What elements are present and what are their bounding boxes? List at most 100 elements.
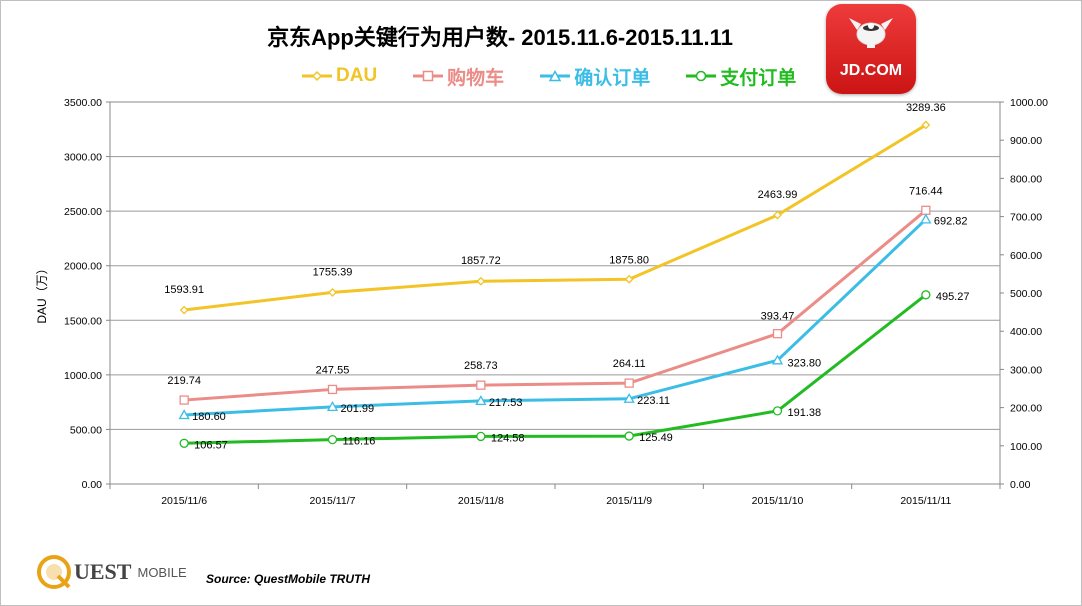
x-tick-label: 2015/11/10 [752,495,804,507]
series-line-3 [184,293,927,445]
questmobile-brand-sub: MOBILE [137,564,187,580]
data-point [326,401,339,411]
data-point [476,431,486,442]
legend-swatch-pay-order [686,70,717,82]
y2-tick-label: 700.00 [1010,212,1042,224]
data-label: 191.38 [788,407,822,419]
y2-tick-label: 900.00 [1010,135,1042,147]
series-line-0 [183,123,927,312]
data-label: 125.49 [639,432,673,444]
jd-dog-icon [849,18,893,48]
x-tick-label: 2015/11/11 [900,495,951,507]
data-point [179,438,189,448]
legend-swatch-cart [413,70,444,82]
x-tick-label: 2015/11/7 [310,495,356,507]
jd-logo-text: JD.COM [839,62,903,79]
y-tick-label: 500.00 [70,424,102,436]
y-tick-label: 1500.00 [64,315,102,327]
source-note: Source: QuestMobile TRUTH [206,572,371,586]
data-point [476,276,486,286]
data-label: 258.73 [464,360,498,372]
y-tick-label: 3000.00 [64,152,102,164]
data-label: 1755.39 [313,266,353,278]
y2-tick-label: 400.00 [1010,326,1042,338]
data-label: 1593.91 [164,284,204,296]
data-label: 495.27 [936,291,970,303]
data-point [624,378,634,388]
y2-tick-label: 0.00 [1010,479,1031,491]
legend-swatch-dau [302,70,332,82]
data-point [921,120,931,130]
y2-tick-label: 100.00 [1010,441,1042,453]
legend-label-confirm-order: 确认订单 [574,67,651,89]
questmobile-brand: UEST [74,559,132,584]
y-tick-label: 1000.00 [64,370,102,382]
data-label: 2463.99 [758,189,798,201]
data-point [476,380,486,390]
x-tick-label: 2015/11/6 [161,495,207,507]
jd-logo: JD.COM [826,4,916,94]
data-label: 247.55 [316,364,350,376]
y-tick-label: 0.00 [82,479,103,491]
data-label: 201.99 [341,403,375,415]
data-label: 692.82 [934,215,968,227]
legend-item-cart: 购物车 [411,63,504,90]
data-label: 124.58 [491,432,525,444]
data-label: 116.16 [343,436,376,448]
y-tick-label: 3500.00 [64,97,102,109]
data-label: 323.80 [788,357,822,369]
data-point [475,395,487,406]
data-point [773,210,782,220]
legend-swatch-confirm-order [540,69,571,82]
legend-item-confirm-order: 确认订单 [538,63,650,90]
y2-tick-label: 1000.00 [1010,97,1048,109]
data-point [772,406,783,416]
data-point [921,205,931,215]
data-label: 393.47 [761,311,795,323]
legend-item-pay-order: 支付订单 [684,63,796,90]
data-point [328,287,337,297]
data-label: 106.57 [194,439,228,451]
data-point [327,384,338,395]
y-tick-label: 2500.00 [64,206,102,218]
y-tick-label: 2000.00 [64,261,102,273]
data-label: 223.11 [637,395,670,407]
data-point [179,395,189,405]
data-label: 3289.36 [906,102,946,114]
data-point [623,392,635,403]
legend-label-pay-order: 支付订单 [720,67,797,89]
y2-tick-label: 300.00 [1010,364,1042,376]
y2-tick-label: 600.00 [1010,250,1042,262]
data-label: 217.53 [489,397,523,409]
data-label: 1875.80 [609,254,649,266]
data-point [178,409,190,420]
data-point [772,329,783,339]
chart-legend: DAU 购物车 确认订单 支付订单 [300,62,796,90]
y2-tick-label: 800.00 [1010,173,1042,185]
x-tick-label: 2015/11/9 [606,495,652,507]
chart-title: 京东App关键行为用户数- 2015.11.6-2015.11.11 [267,25,733,50]
data-point [920,213,932,224]
data-label: 716.44 [909,185,943,197]
data-label: 219.74 [167,375,201,387]
data-label: 264.11 [613,358,646,370]
legend-item-dau: DAU [300,65,377,87]
series-line-2 [184,218,927,417]
y-axis-label: DAU（万） [35,262,49,323]
x-tick-label: 2015/11/8 [458,495,504,507]
questmobile-q-icon [37,555,71,589]
legend-label-cart: 购物车 [447,67,505,89]
y2-tick-label: 500.00 [1010,288,1042,300]
data-point [771,354,784,365]
data-point [179,305,189,315]
data-label: 180.60 [192,411,226,423]
data-point [921,290,931,300]
questmobile-logo: UEST MOBILE [36,552,187,592]
data-label: 1857.72 [461,255,501,267]
series-line-1 [184,209,927,402]
data-point [624,274,634,284]
legend-label-dau: DAU [336,65,378,86]
y2-tick-label: 200.00 [1010,403,1042,415]
data-point [327,434,338,445]
